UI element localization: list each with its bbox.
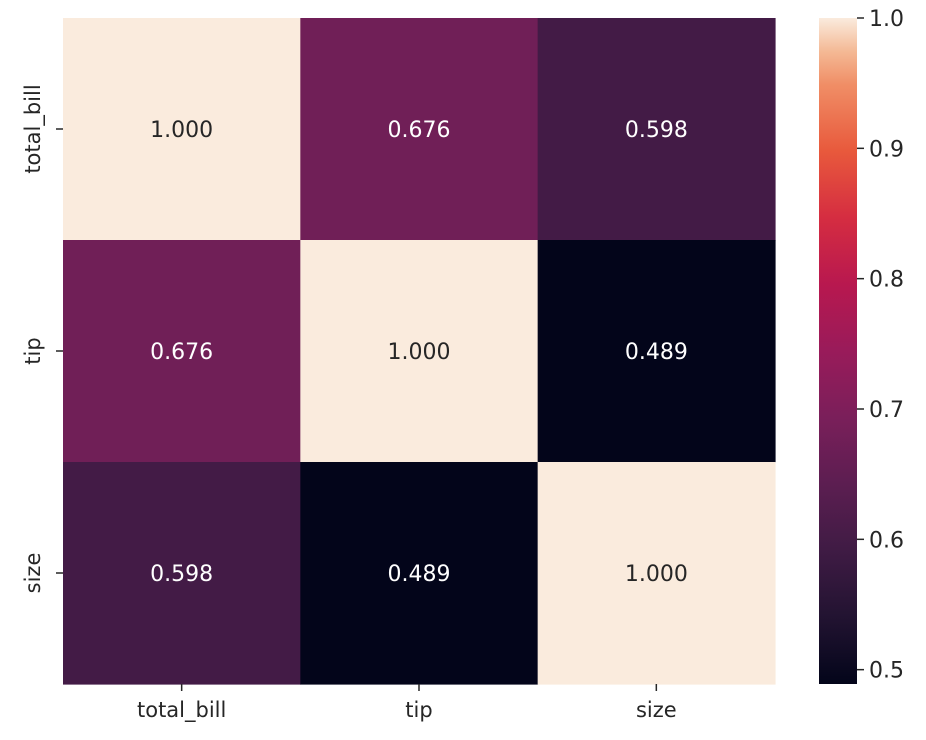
heatmap-cell bbox=[537, 240, 776, 463]
colorbar-gradient bbox=[819, 18, 857, 684]
heatmap-cell bbox=[63, 462, 301, 685]
colorbar-tick-label: 0.9 bbox=[869, 137, 904, 162]
x-tick-label: tip bbox=[405, 698, 432, 722]
colorbar: 0.5 0.6 0.7 0.8 0.9 1.0 bbox=[819, 7, 904, 684]
y-tick-label: tip bbox=[21, 337, 45, 364]
x-tick-label: total_bill bbox=[137, 698, 226, 723]
heatmap-cell bbox=[300, 240, 539, 463]
x-axis: total_bill tip size bbox=[137, 684, 677, 723]
colorbar-tick-label: 1.0 bbox=[869, 7, 904, 32]
cell-value-label: 0.489 bbox=[388, 562, 451, 587]
heatmap-cell bbox=[537, 18, 776, 241]
cell-value-label: 0.598 bbox=[625, 118, 688, 143]
cell-value-label: 0.676 bbox=[388, 118, 451, 143]
heatmap-cell bbox=[63, 240, 301, 463]
y-tick-label: size bbox=[21, 553, 45, 594]
heatmap-cell bbox=[300, 18, 539, 241]
x-tick-label: size bbox=[636, 698, 677, 722]
colorbar-tick-label: 0.5 bbox=[869, 659, 904, 684]
colorbar-tick-label: 0.6 bbox=[869, 528, 904, 553]
colorbar-tick-label: 0.8 bbox=[869, 268, 904, 293]
colorbar-tick-label: 0.7 bbox=[869, 398, 904, 423]
heatmap-cell bbox=[537, 462, 776, 685]
cell-value-label: 0.489 bbox=[625, 340, 688, 365]
heatmap-grid: 1.000 0.676 0.598 0.676 1.000 0.489 0.598 0.489… bbox=[63, 18, 776, 685]
cell-value-label: 0.598 bbox=[150, 562, 213, 587]
heatmap-cell bbox=[63, 18, 301, 241]
y-tick-label: total_bill bbox=[21, 84, 46, 173]
cell-value-label: 1.000 bbox=[150, 118, 213, 143]
cell-value-label: 1.000 bbox=[388, 340, 451, 365]
cell-value-label: 0.676 bbox=[150, 340, 213, 365]
heatmap-cell bbox=[300, 462, 539, 685]
cell-value-label: 1.000 bbox=[625, 562, 688, 587]
